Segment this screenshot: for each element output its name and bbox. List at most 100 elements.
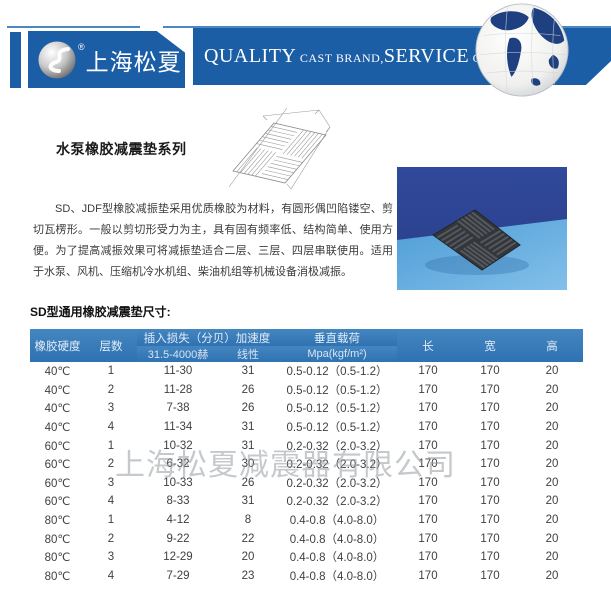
table-cell: 3 bbox=[107, 551, 115, 564]
table-cell: 11-34 bbox=[163, 421, 193, 434]
table-cell: 7-29 bbox=[166, 569, 190, 582]
table-cell: 20 bbox=[545, 495, 559, 508]
table-cell: 20 bbox=[545, 476, 559, 489]
table-cell: 170 bbox=[418, 402, 438, 415]
table-cell: 170 bbox=[418, 569, 438, 582]
table-cell: 60℃ bbox=[44, 477, 71, 490]
brand-name: 上海松夏 bbox=[85, 48, 182, 75]
table-cell: 170 bbox=[418, 365, 438, 378]
table-cell: 0.5-0.12（0.5-1.2） bbox=[286, 366, 388, 379]
table-cell: 170 bbox=[418, 439, 438, 452]
table-cell: 0.2-0.32（2.0-3.2） bbox=[286, 477, 388, 490]
pad-outline bbox=[232, 122, 327, 184]
table-row: 80℃ 1 4-12 8 0.4-0.8（4.0-8.0） 170 170 20 bbox=[30, 511, 583, 530]
header-rule-left bbox=[7, 26, 140, 28]
table-cell: 1 bbox=[107, 365, 115, 378]
table-cell: 31 bbox=[241, 421, 255, 434]
col-header-insertion-loss: 插入损失（分贝）加速度 bbox=[137, 329, 277, 346]
col-header-layers: 层数 bbox=[85, 329, 137, 362]
col-header-vertical-load: 垂直载荷 bbox=[277, 329, 397, 346]
table-row: 80℃ 3 12-29 20 0.4-0.8（4.0-8.0） 170 170 20 bbox=[30, 548, 583, 567]
table-cell: 170 bbox=[480, 569, 500, 582]
table-cell: 0.2-0.32（2.0-3.2） bbox=[286, 459, 388, 472]
col-header-hardness: 橡胶硬度 bbox=[30, 329, 85, 362]
table-cell: 10-33 bbox=[163, 476, 193, 489]
table-cell: 0.4-0.8（4.0-8.0） bbox=[289, 570, 385, 583]
table-cell: 6-32 bbox=[166, 458, 190, 471]
col-header-height: 高 bbox=[521, 329, 583, 362]
table-cell: 26 bbox=[241, 383, 255, 396]
table-cell: 31 bbox=[241, 439, 255, 452]
table-cell: 60℃ bbox=[44, 440, 71, 453]
table-cell: 0.2-0.32（2.0-3.2） bbox=[286, 440, 388, 453]
table-cell: 170 bbox=[480, 383, 500, 396]
table-cell: 10-32 bbox=[163, 439, 193, 452]
table-cell: 20 bbox=[545, 439, 559, 452]
registered-mark: ® bbox=[78, 41, 85, 52]
table-cell: 20 bbox=[545, 383, 559, 396]
table-cell: 170 bbox=[418, 514, 438, 527]
table-cell: 20 bbox=[545, 551, 559, 564]
table-cell: 30 bbox=[241, 458, 255, 471]
table-cell: 20 bbox=[545, 421, 559, 434]
table-cell: 80℃ bbox=[44, 570, 71, 583]
table-cell: 2 bbox=[107, 383, 115, 396]
col-subheader-frequency: 31.5-4000赫 bbox=[137, 346, 219, 362]
pad-dimension-drawing bbox=[228, 107, 331, 190]
table-cell: 80℃ bbox=[44, 552, 71, 565]
table-cell: 8-33 bbox=[166, 495, 190, 508]
table-cell: 20 bbox=[545, 569, 559, 582]
table-cell: 4 bbox=[107, 421, 115, 434]
table-row: 60℃ 4 8-33 31 0.2-0.32（2.0-3.2） 170 170 20 bbox=[30, 492, 583, 511]
brand-logo-block: ® 上海松夏 bbox=[28, 31, 185, 88]
table-cell: 26 bbox=[241, 476, 255, 489]
table-cell: 170 bbox=[418, 383, 438, 396]
table-cell: 170 bbox=[480, 421, 500, 434]
table-row: 60℃ 1 10-32 31 0.2-0.32（2.0-3.2） 170 170 20 bbox=[30, 436, 583, 455]
table-body: 40℃ 1 11-30 31 0.5-0.12（0.5-1.2） 170 170 20 40℃ 2… bbox=[30, 362, 583, 585]
table-cell: 20 bbox=[545, 532, 559, 545]
table-cell: 0.4-0.8（4.0-8.0） bbox=[289, 533, 385, 546]
table-cell: 0.4-0.8（4.0-8.0） bbox=[289, 515, 385, 528]
songxia-sphere-logo-icon bbox=[38, 41, 76, 78]
table-cell: 1 bbox=[107, 514, 115, 527]
table-cell: 20 bbox=[545, 458, 559, 471]
table-cell: 170 bbox=[418, 495, 438, 508]
header-accent-bar bbox=[10, 32, 21, 88]
table-cell: 170 bbox=[480, 495, 500, 508]
table-cell: 9-22 bbox=[166, 532, 190, 545]
table-cell: 170 bbox=[480, 402, 500, 415]
table-cell: 7-38 bbox=[166, 402, 190, 415]
col-header-length: 长 bbox=[397, 329, 459, 362]
table-cell: 3 bbox=[107, 476, 115, 489]
dimension-lines bbox=[228, 107, 331, 190]
table-cell: 170 bbox=[418, 458, 438, 471]
spec-table-wrap: 橡胶硬度 层数 插入损失（分贝）加速度 垂直载荷 长 宽 高 31.5-4000… bbox=[30, 329, 583, 585]
table-cell: 170 bbox=[480, 439, 500, 452]
product-description: SD、JDF型橡胶减振垫采用优质橡胶为材料，有圆形偶凹陷镂空、剪切瓦楞形。一般以… bbox=[33, 203, 393, 278]
table-cell: 12-29 bbox=[163, 551, 193, 564]
table-cell: 31 bbox=[241, 365, 255, 378]
table-cell: 11-28 bbox=[163, 383, 193, 396]
table-cell: 0.5-0.12（0.5-1.2） bbox=[286, 403, 388, 416]
table-cell: 170 bbox=[480, 365, 500, 378]
table-cell: 31 bbox=[241, 495, 255, 508]
table-cell: 40℃ bbox=[44, 403, 71, 416]
product-photo bbox=[397, 167, 567, 290]
table-cell: 170 bbox=[418, 421, 438, 434]
table-cell: 40℃ bbox=[44, 366, 71, 379]
table-cell: 20 bbox=[545, 402, 559, 415]
table-row: 60℃ 3 10-33 26 0.2-0.32（2.0-3.2） 170 170 20 bbox=[30, 474, 583, 493]
table-cell: 60℃ bbox=[44, 459, 71, 472]
rubber-pad bbox=[433, 210, 520, 270]
table-row: 60℃ 2 6-32 30 0.2-0.32（2.0-3.2） 170 170 20 bbox=[30, 455, 583, 474]
table-cell: 20 bbox=[241, 551, 255, 564]
table-cell: 23 bbox=[241, 569, 255, 582]
table-row: 40℃ 4 11-34 31 0.5-0.12（0.5-1.2） 170 170 20 bbox=[30, 418, 583, 437]
spec-table: 橡胶硬度 层数 插入损失（分贝）加速度 垂直载荷 长 宽 高 31.5-4000… bbox=[30, 329, 583, 585]
header-rule-right bbox=[163, 26, 611, 28]
table-cell: 0.4-0.8（4.0-8.0） bbox=[289, 552, 385, 565]
table-cell: 2 bbox=[107, 458, 115, 471]
table-cell: 40℃ bbox=[44, 384, 71, 397]
